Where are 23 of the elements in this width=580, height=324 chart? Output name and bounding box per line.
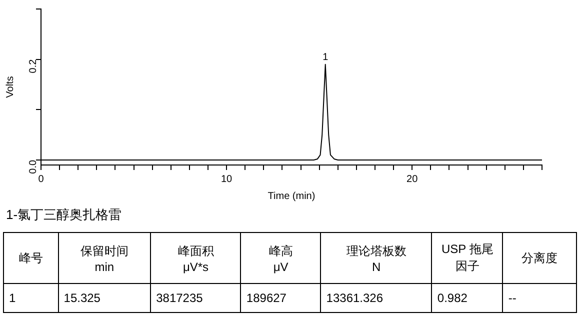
text: 0.982: [432, 284, 503, 312]
y-tick-label: 0.0: [28, 160, 39, 174]
y-tick-label: 0.2: [28, 58, 39, 74]
text: 1-氯丁三醇奥扎格雷: [6, 206, 122, 224]
text: USP 拖尾因子: [432, 232, 503, 284]
x-tick-label: 10: [220, 174, 233, 185]
x-tick-label: 0: [38, 174, 44, 185]
x-tick-label: 20: [406, 174, 418, 185]
x-axis-title: Time (min): [268, 190, 316, 202]
text: 189627: [240, 284, 321, 312]
y-axis-title: Volts: [4, 76, 16, 98]
text: 3817235: [150, 284, 241, 312]
text: 峰面积 μV*s: [150, 232, 241, 284]
text: 峰号: [4, 232, 58, 284]
text: 分离度: [502, 232, 576, 284]
text: --: [502, 284, 576, 312]
text: 1: [4, 284, 58, 312]
text: 峰高 μV: [240, 232, 321, 284]
text: 保留时间 min: [58, 232, 151, 284]
annotation: 1: [322, 52, 329, 64]
text: 13361.326: [320, 284, 432, 312]
text: 理论塔板数 N: [320, 232, 432, 284]
text: 15.325: [58, 284, 151, 312]
